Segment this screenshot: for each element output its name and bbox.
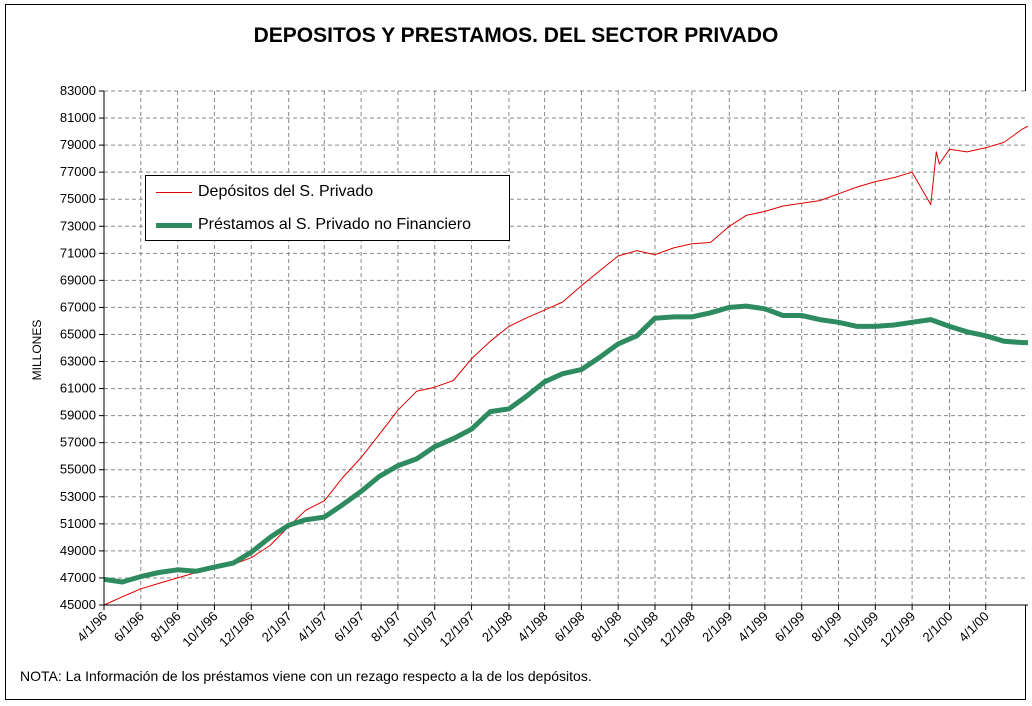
x-tick-label: 10/1/97 bbox=[400, 609, 441, 650]
x-tick-label: 10/1/96 bbox=[179, 609, 220, 650]
series-lines bbox=[103, 125, 1029, 606]
plot-background bbox=[104, 91, 1028, 605]
x-tick-label: 6/1/96 bbox=[111, 609, 147, 645]
legend-item-depositos: Depósitos del S. Privado bbox=[146, 178, 509, 208]
legend-swatch-depositos bbox=[156, 192, 192, 193]
x-tick-label: 12/1/98 bbox=[657, 609, 698, 650]
legend-label-prestamos: Préstamos al S. Privado no Financiero bbox=[198, 216, 472, 233]
y-tick-label: 53000 bbox=[60, 489, 96, 504]
legend-swatch-prestamos bbox=[156, 223, 192, 228]
x-tick-label: 12/1/99 bbox=[877, 609, 918, 650]
x-tick-label: 10/1/98 bbox=[620, 609, 661, 650]
y-tick-label: 83000 bbox=[60, 83, 96, 98]
chart-title: DEPOSITOS Y PRESTAMOS. DEL SECTOR PRIVAD… bbox=[253, 24, 779, 47]
x-tick-label: 4/1/97 bbox=[294, 609, 330, 645]
footnote: NOTA: La Información de los préstamos vi… bbox=[20, 668, 592, 684]
legend: Depósitos del S. Privado Préstamos al S.… bbox=[145, 175, 510, 241]
y-tick-label: 55000 bbox=[60, 462, 96, 477]
x-tick-label: 4/1/98 bbox=[515, 609, 551, 645]
series-line-depositos bbox=[103, 125, 1029, 606]
x-tick-label: 6/1/98 bbox=[551, 609, 587, 645]
y-tick-label: 61000 bbox=[60, 381, 96, 396]
y-tick-label: 47000 bbox=[60, 570, 96, 585]
x-tick-label: 2/1/00 bbox=[919, 609, 955, 645]
x-tick-label: 2/1/97 bbox=[259, 609, 295, 645]
series-line-prestamos bbox=[103, 303, 1028, 585]
axes bbox=[99, 90, 1028, 610]
x-tick-label: 2/1/99 bbox=[699, 609, 735, 645]
y-tick-label: 49000 bbox=[60, 543, 96, 558]
y-tick-label: 63000 bbox=[60, 354, 96, 369]
y-tick-label: 81000 bbox=[60, 110, 96, 125]
x-tick-label: 2/1/98 bbox=[479, 609, 515, 645]
x-tick-label: 4/1/00 bbox=[956, 609, 992, 645]
y-tick-label: 69000 bbox=[60, 272, 96, 287]
x-tick-label: 10/1/99 bbox=[840, 609, 881, 650]
y-tick-label: 73000 bbox=[60, 218, 96, 233]
y-tick-label: 71000 bbox=[60, 245, 96, 260]
x-tick-label: 6/1/97 bbox=[331, 609, 367, 645]
x-tick-label: 6/1/99 bbox=[772, 609, 808, 645]
y-tick-label: 79000 bbox=[60, 137, 96, 152]
legend-label-depositos: Depósitos del S. Privado bbox=[198, 183, 374, 200]
y-tick-label: 75000 bbox=[60, 191, 96, 206]
y-tick-label: 45000 bbox=[60, 597, 96, 612]
x-tick-label: 12/1/96 bbox=[216, 609, 257, 650]
y-tick-label: 77000 bbox=[60, 164, 96, 179]
y-tick-label: 65000 bbox=[60, 326, 96, 341]
y-tick-label: 57000 bbox=[60, 435, 96, 450]
y-tick-label: 51000 bbox=[60, 516, 96, 531]
y-tick-labels: 83000 81000 79000 77000 75000 73000 71000 69000… bbox=[60, 83, 96, 612]
x-tick-label: 4/1/96 bbox=[74, 609, 110, 645]
y-tick-label: 59000 bbox=[60, 408, 96, 423]
y-tick-label: 67000 bbox=[60, 299, 96, 314]
x-tick-label: 4/1/99 bbox=[735, 609, 771, 645]
legend-item-prestamos: Préstamos al S. Privado no Financiero bbox=[146, 211, 509, 241]
x-tick-label: 12/1/97 bbox=[436, 609, 477, 650]
